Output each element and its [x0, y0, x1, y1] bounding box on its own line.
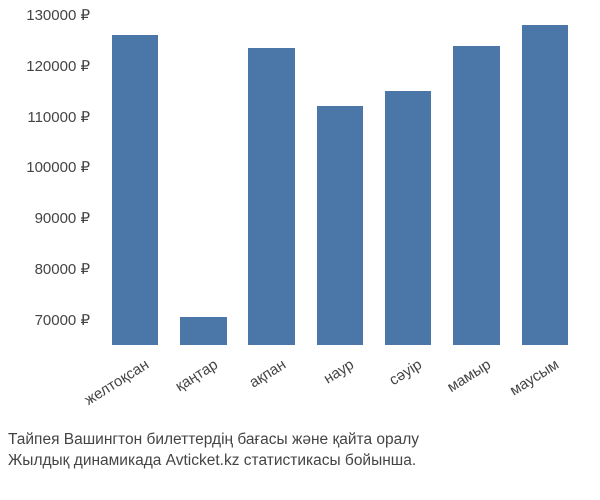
y-tick-label: 120000 ₽ — [10, 57, 90, 75]
bar — [112, 35, 158, 345]
bar — [522, 25, 568, 345]
bar — [385, 91, 431, 345]
x-axis-labels: желтоқсанқаңтарақпаннаурсәуірмамырмаусым — [95, 350, 585, 420]
x-label-slot: маусым — [511, 350, 579, 420]
y-tick-label: 110000 ₽ — [10, 108, 90, 126]
y-tick-label: 130000 ₽ — [10, 6, 90, 24]
y-tick-label: 80000 ₽ — [10, 260, 90, 278]
bar-slot — [306, 15, 374, 345]
bar-slot — [238, 15, 306, 345]
bar — [248, 48, 294, 345]
bars-container — [95, 15, 585, 345]
bar-slot — [101, 15, 169, 345]
y-tick-label: 90000 ₽ — [10, 209, 90, 227]
bar-slot — [374, 15, 442, 345]
y-tick-label: 70000 ₽ — [10, 311, 90, 329]
y-tick-label: 100000 ₽ — [10, 158, 90, 176]
bar-slot — [169, 15, 237, 345]
bar — [317, 106, 363, 345]
caption-line-1: Тайпея Вашингтон билеттердің бағасы және… — [8, 430, 592, 451]
caption-line-2: Жылдық динамикада Avticket.kz статистика… — [8, 451, 592, 472]
chart-caption: Тайпея Вашингтон билеттердің бағасы және… — [8, 430, 592, 472]
bar-slot — [442, 15, 510, 345]
chart-plot-area — [95, 15, 585, 345]
bar — [453, 46, 499, 345]
bar-slot — [511, 15, 579, 345]
bar — [180, 317, 226, 345]
